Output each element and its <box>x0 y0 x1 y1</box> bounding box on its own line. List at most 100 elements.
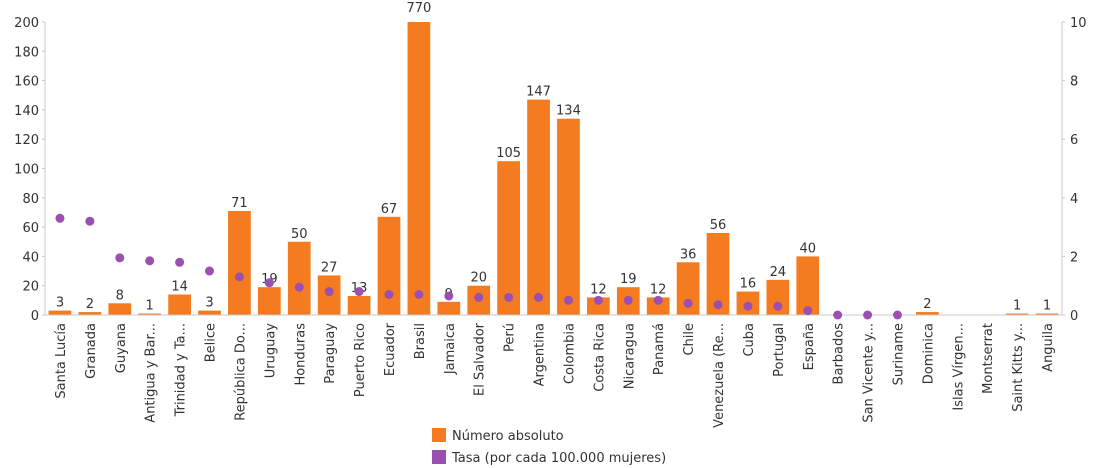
x-tick-label: Saint Kitts y... <box>1011 323 1026 412</box>
bar <box>108 303 132 315</box>
x-tick-label: Puerto Rico <box>353 323 368 397</box>
point <box>892 310 902 320</box>
data-label: 36 <box>680 247 697 262</box>
bar <box>138 313 162 315</box>
y-tick-label: 0 <box>31 309 39 324</box>
data-label: 3 <box>56 296 64 311</box>
data-label: 71 <box>231 196 248 211</box>
point <box>833 310 843 320</box>
data-label: 16 <box>740 277 757 292</box>
x-tick-label: Colombia <box>562 323 577 384</box>
data-label: 2 <box>923 297 931 312</box>
bar <box>168 294 191 315</box>
x-tick-label: República Do... <box>233 323 248 421</box>
y-tick-label: 100 <box>14 163 39 178</box>
bar <box>766 279 790 315</box>
x-tick-label: Montserrat <box>981 323 996 394</box>
data-label: 2 <box>86 297 94 312</box>
y-tick-label: 120 <box>14 133 39 148</box>
y-tick-label: 180 <box>14 45 39 60</box>
plot-area <box>48 22 1059 316</box>
y-tick-label: 60 <box>22 221 39 236</box>
x-tick-label: Panamá <box>652 323 667 375</box>
data-label: 20 <box>470 271 487 286</box>
point <box>474 292 484 302</box>
bar <box>437 301 461 315</box>
y2-tick-label: 8 <box>1070 75 1078 90</box>
point <box>803 306 813 316</box>
point <box>743 301 753 311</box>
bar <box>287 241 311 315</box>
point <box>653 295 663 305</box>
bar <box>347 295 371 315</box>
data-label: 24 <box>770 265 787 280</box>
data-label: 67 <box>381 202 398 217</box>
x-tick-label: Antigua y Bar... <box>144 323 159 423</box>
bar <box>587 297 610 315</box>
bar <box>916 312 939 315</box>
point <box>115 253 125 263</box>
point <box>264 278 274 288</box>
x-tick-label: San Vicente y... <box>862 323 877 423</box>
point <box>713 300 723 310</box>
point <box>444 291 454 301</box>
y-tick-label: 200 <box>14 16 39 31</box>
x-tick-label: Belice <box>204 323 219 362</box>
x-tick-label: Suriname <box>891 323 906 385</box>
point <box>145 256 155 266</box>
bar <box>377 216 401 315</box>
data-label: 134 <box>556 104 581 119</box>
x-tick-label: España <box>802 323 817 370</box>
legend-swatch <box>432 450 446 464</box>
point <box>55 213 65 223</box>
point <box>683 298 693 308</box>
bar <box>676 262 700 315</box>
bar <box>646 297 670 315</box>
x-tick-label: El Salvador <box>473 322 488 396</box>
x-tick-label: Honduras <box>293 323 308 386</box>
point <box>863 310 873 320</box>
x-tick-label: Granada <box>84 323 99 379</box>
y2-tick-label: 4 <box>1070 192 1078 207</box>
legend-label: Tasa (por cada 100.000 mujeres) <box>451 451 666 466</box>
x-tick-label: Jamaica <box>443 323 458 375</box>
x-tick-label: Cuba <box>742 323 757 357</box>
point <box>593 295 603 305</box>
point <box>205 266 215 276</box>
data-label: 770 <box>406 1 431 16</box>
bar <box>1005 313 1029 315</box>
bar <box>78 312 102 315</box>
x-tick-label: Portugal <box>772 323 787 377</box>
point <box>504 292 514 302</box>
y2-tick-label: 2 <box>1070 250 1078 265</box>
bar <box>48 310 72 315</box>
y2-tick-label: 10 <box>1070 16 1087 31</box>
bar <box>706 232 730 315</box>
bar <box>796 256 820 315</box>
x-tick-label: Perú <box>503 323 518 352</box>
x-tick-label: Brasil <box>413 323 428 359</box>
bar <box>198 310 221 315</box>
point <box>294 282 304 292</box>
point <box>623 295 633 305</box>
y2-tick-label: 0 <box>1070 309 1078 324</box>
data-label: 147 <box>526 85 551 100</box>
data-label: 105 <box>496 146 521 161</box>
data-label: 12 <box>590 282 607 297</box>
bar <box>257 287 281 315</box>
point <box>354 287 364 297</box>
data-label: 1 <box>1013 299 1021 314</box>
x-tick-label: Islas Vírgen... <box>951 323 966 411</box>
x-tick-label: Guyana <box>114 323 129 373</box>
y-tick-label: 160 <box>14 75 39 90</box>
bar <box>228 210 251 315</box>
point <box>324 287 334 297</box>
point <box>563 295 573 305</box>
x-tick-label: Ecuador <box>383 322 398 376</box>
point <box>773 301 783 311</box>
bar <box>527 99 550 316</box>
y-tick-label: 80 <box>22 192 39 207</box>
legend-label: Número absoluto <box>452 429 564 444</box>
x-tick-label: Uruguay <box>263 323 278 379</box>
point <box>85 216 95 226</box>
